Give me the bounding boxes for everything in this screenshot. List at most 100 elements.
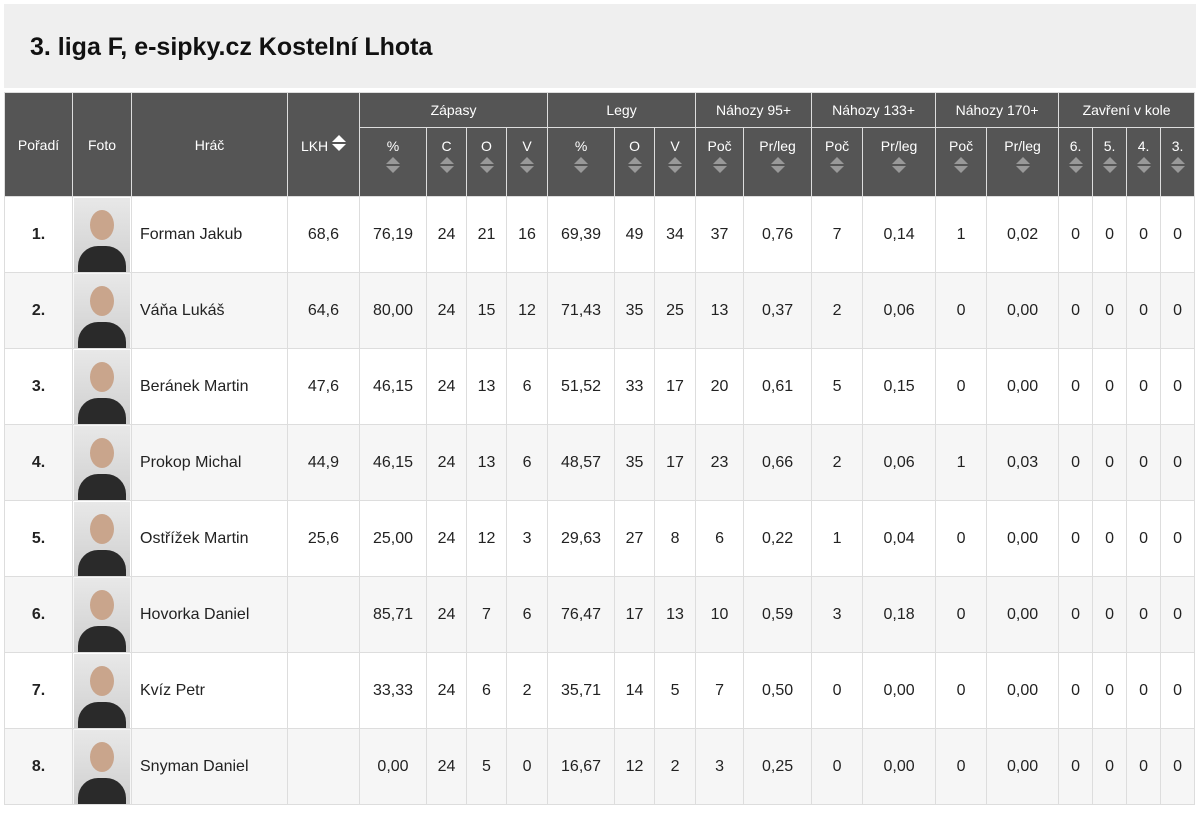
player-name[interactable]: Snyman Daniel — [131, 728, 288, 805]
stat-cell: 24 — [426, 652, 467, 729]
stat-cell: 0,00 — [359, 728, 427, 805]
header-sortable[interactable]: Poč — [695, 127, 745, 197]
sort-icon[interactable] — [627, 157, 642, 173]
player-name[interactable]: Forman Jakub — [131, 196, 288, 273]
stat-cell: 6 — [505, 576, 549, 653]
sort-icon[interactable] — [1015, 157, 1030, 173]
stat-cell: 0 — [1126, 500, 1162, 577]
stat-cell: 1 — [811, 500, 864, 577]
stat-cell: 0,00 — [862, 728, 937, 805]
header-sortable[interactable]: V — [505, 127, 549, 197]
header-sortable[interactable]: % — [359, 127, 427, 197]
header-lkh[interactable]: LKH — [287, 92, 360, 197]
stat-cell: 5 — [654, 652, 697, 729]
header-label: V — [522, 138, 532, 154]
header-sortable[interactable]: Pr/leg — [986, 127, 1060, 197]
sort-icon[interactable] — [892, 157, 907, 173]
stat-cell: 3 — [695, 728, 745, 805]
stat-cell: 7 — [466, 576, 507, 653]
stat-cell: 0 — [1058, 424, 1094, 501]
stat-cell: 0,15 — [862, 348, 937, 425]
sort-icon[interactable] — [479, 157, 494, 173]
stat-cell: 0,00 — [986, 576, 1060, 653]
player-name[interactable]: Prokop Michal — [131, 424, 288, 501]
stat-cell: 0 — [1126, 196, 1162, 273]
player-name[interactable]: Váňa Lukáš — [131, 272, 288, 349]
player-name[interactable]: Beránek Martin — [131, 348, 288, 425]
table-row: 2. Váňa Lukáš 64,6 80,00 24 15 12 71,43 35 25 13… — [4, 272, 1196, 349]
stat-cell: 6 — [466, 652, 507, 729]
stat-cell: 0,76 — [743, 196, 813, 273]
stat-cell: 0 — [1160, 348, 1196, 425]
sort-icon[interactable] — [574, 157, 589, 173]
header-label: O — [629, 138, 640, 154]
sort-icon[interactable] — [770, 157, 785, 173]
header-sortable[interactable]: Poč — [935, 127, 988, 197]
stat-cell: 29,63 — [547, 500, 616, 577]
sort-icon[interactable] — [1170, 157, 1185, 173]
stat-cell: 6 — [505, 348, 549, 425]
stat-cell: 7 — [811, 196, 864, 273]
rank: 7. — [4, 652, 73, 729]
header-sortable[interactable]: % — [547, 127, 616, 197]
header-label: V — [670, 138, 680, 154]
sort-icon[interactable] — [520, 157, 535, 173]
standings-table: Pořadí Foto Hráč LKH Zápasy Legy Náhozy 95+ Ná… — [4, 92, 1196, 805]
sort-icon[interactable] — [668, 157, 683, 173]
header-sortable[interactable]: 3. — [1160, 127, 1196, 197]
sort-icon[interactable] — [332, 135, 347, 151]
rank: 6. — [4, 576, 73, 653]
header-sortable[interactable]: 6. — [1058, 127, 1094, 197]
stat-cell: 0 — [1092, 652, 1128, 729]
stat-cell: 13 — [695, 272, 745, 349]
stat-cell: 7 — [695, 652, 745, 729]
player-name[interactable]: Hovorka Daniel — [131, 576, 288, 653]
header-sortable[interactable]: O — [614, 127, 656, 197]
header-sortable[interactable]: O — [466, 127, 507, 197]
sort-icon[interactable] — [1136, 157, 1151, 173]
header-sortable[interactable]: 5. — [1092, 127, 1128, 197]
stat-cell: 5 — [811, 348, 864, 425]
stat-cell: 0 — [1058, 728, 1094, 805]
stat-cell: 0 — [1092, 576, 1128, 653]
sort-icon[interactable] — [954, 157, 969, 173]
stat-cell: 0 — [1092, 348, 1128, 425]
stat-cell: 51,52 — [547, 348, 616, 425]
stat-cell: 85,71 — [359, 576, 427, 653]
sort-icon[interactable] — [830, 157, 845, 173]
header-label: Poč — [825, 138, 850, 154]
player-name[interactable]: Kvíz Petr — [131, 652, 288, 729]
header-sortable[interactable]: V — [654, 127, 697, 197]
header-sortable[interactable]: 4. — [1126, 127, 1162, 197]
stat-cell: 0 — [1160, 576, 1196, 653]
header-label: % — [574, 138, 588, 154]
stat-cell: 0 — [505, 728, 549, 805]
sort-icon[interactable] — [712, 157, 727, 173]
stat-cell: 24 — [426, 424, 467, 501]
header-label: O — [481, 138, 492, 154]
stat-cell: 0,00 — [986, 728, 1060, 805]
header-sortable[interactable]: Poč — [811, 127, 864, 197]
stat-cell: 24 — [426, 196, 467, 273]
sort-icon[interactable] — [386, 157, 400, 173]
sort-icon[interactable] — [439, 157, 454, 173]
header-sortable[interactable]: Pr/leg — [743, 127, 813, 197]
header-sortable[interactable]: Pr/leg — [862, 127, 937, 197]
stat-cell: 6 — [695, 500, 745, 577]
sort-icon[interactable] — [1102, 157, 1117, 173]
header-label: Poč — [949, 138, 974, 154]
stat-cell: 17 — [614, 576, 656, 653]
stat-cell: 35 — [614, 272, 656, 349]
stat-cell: 0 — [1092, 196, 1128, 273]
stat-cell: 0 — [1126, 272, 1162, 349]
stat-cell: 0 — [1058, 348, 1094, 425]
lkh-value: 44,9 — [287, 424, 360, 501]
header-sortable[interactable]: C — [426, 127, 467, 197]
stat-cell: 0,37 — [743, 272, 813, 349]
stat-cell: 0,00 — [986, 348, 1060, 425]
sort-icon[interactable] — [1068, 157, 1083, 173]
stat-cell: 5 — [466, 728, 507, 805]
stat-cell: 14 — [614, 652, 656, 729]
player-name[interactable]: Ostřížek Martin — [131, 500, 288, 577]
stat-cell: 0 — [1160, 728, 1196, 805]
